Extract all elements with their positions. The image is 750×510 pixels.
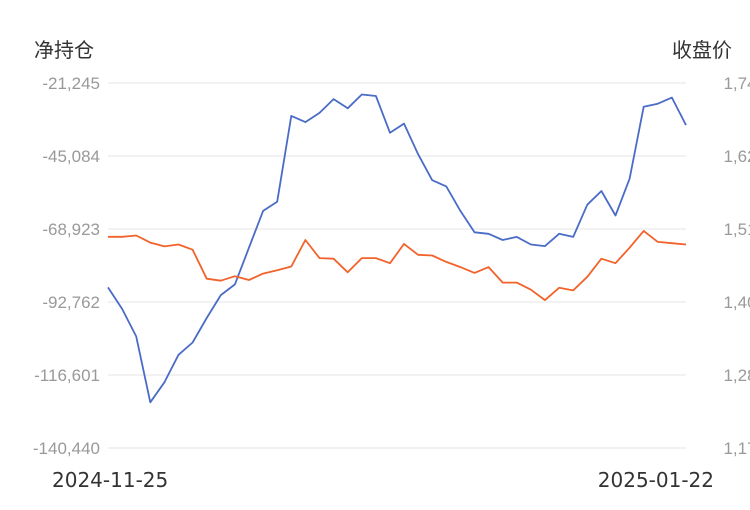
x-axis-end-date: 2025-01-22 <box>597 468 714 492</box>
net-position-line <box>107 93 687 404</box>
left-tick-label: -92,762 <box>42 293 100 312</box>
right-tick-label: 1,401 <box>723 293 750 312</box>
right-tick-label: 1,288 <box>723 366 750 385</box>
right-axis-title: 收盘价 <box>672 38 732 62</box>
left-tick-label: -21,245 <box>42 74 100 93</box>
right-tick-label: 1,514 <box>723 220 750 239</box>
left-tick-label: -45,084 <box>42 147 100 166</box>
left-tick-label: -116,601 <box>34 366 100 385</box>
left-tick-label: -68,923 <box>42 220 100 239</box>
right-tick-label: 1,740 <box>723 74 750 93</box>
left-axis-title: 净持仓 <box>34 38 94 62</box>
left-tick-label: -140,440 <box>33 439 100 458</box>
right-tick-label: 1,175 <box>723 439 750 458</box>
close-price-line <box>108 229 687 302</box>
x-axis-start-date: 2024-11-25 <box>52 468 169 492</box>
right-tick-label: 1,627 <box>723 147 750 166</box>
